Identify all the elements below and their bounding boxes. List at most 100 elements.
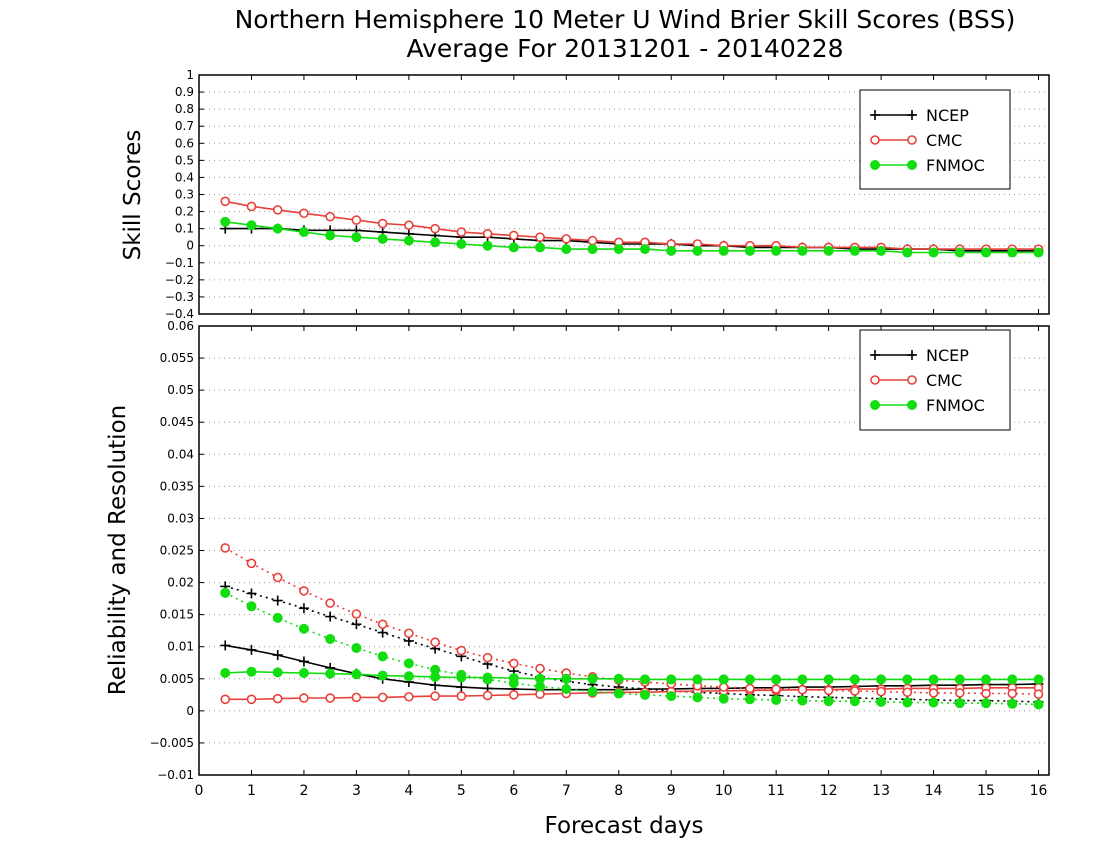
series-cmc-dotted	[220, 543, 1044, 699]
data-point	[849, 696, 860, 707]
data-point	[639, 689, 650, 700]
y-tick-label: 0.8	[175, 102, 194, 116]
data-point	[902, 687, 913, 698]
data-point	[351, 609, 362, 619]
data-point	[272, 650, 283, 661]
data-point	[535, 232, 545, 242]
legend-label: CMC	[926, 131, 962, 150]
data-point	[325, 693, 335, 703]
data-point	[928, 697, 939, 708]
series-line	[225, 644, 1039, 691]
y-tick-label: 0.02	[167, 576, 194, 590]
x-tick-label: 12	[820, 783, 838, 799]
y-tick-label: −0.1	[165, 256, 194, 270]
x-tick-label: 2	[299, 783, 308, 799]
data-point	[823, 696, 834, 707]
data-point	[744, 694, 755, 705]
legend-entry-fnmoc: FNMOC	[870, 156, 985, 175]
data-point	[456, 682, 467, 693]
data-point	[456, 227, 467, 237]
data-point	[823, 245, 834, 256]
legend-entry-ncep: NCEP	[870, 106, 969, 125]
data-point	[849, 674, 860, 685]
data-point	[430, 664, 441, 675]
data-point	[902, 697, 913, 708]
series-line	[225, 670, 1039, 681]
y-tick-label: −0.01	[157, 768, 194, 782]
data-point	[876, 674, 887, 685]
data-point	[797, 674, 808, 685]
data-point	[876, 686, 886, 697]
y-tick-label: −0.4	[165, 307, 194, 321]
data-point	[377, 233, 388, 244]
data-point	[692, 692, 703, 703]
y-tick-label: −0.005	[150, 736, 194, 750]
data-point	[771, 684, 781, 694]
data-point	[377, 218, 388, 229]
data-point	[613, 673, 624, 684]
top-grid	[199, 91, 1049, 298]
data-point	[666, 691, 677, 702]
series-line	[225, 221, 1039, 254]
data-point	[1007, 674, 1018, 685]
data-point	[639, 244, 650, 255]
data-point	[272, 612, 283, 623]
data-point	[298, 623, 309, 634]
data-point	[508, 678, 519, 689]
data-point	[954, 674, 965, 685]
chart-title-line1: Northern Hemisphere 10 Meter U Wind Brie…	[235, 5, 1016, 34]
data-point	[246, 201, 257, 212]
data-point	[377, 651, 388, 662]
data-point	[718, 674, 729, 685]
data-point	[902, 674, 913, 685]
data-point	[823, 674, 834, 685]
data-point	[404, 628, 414, 639]
data-point	[272, 693, 283, 704]
data-point	[456, 691, 467, 701]
legend-marker	[907, 375, 917, 385]
series-fnmoc-dotted	[220, 587, 1044, 710]
x-axis-label: Forecast days	[545, 813, 704, 839]
y-tick-label: 0.005	[160, 672, 194, 686]
data-point	[587, 244, 598, 255]
data-point	[299, 693, 309, 703]
data-point	[508, 242, 519, 253]
y-tick-label: 0.9	[175, 85, 194, 99]
data-point	[404, 220, 414, 231]
x-tick-label: 3	[352, 783, 361, 799]
data-point	[849, 245, 860, 256]
data-point	[482, 690, 493, 701]
data-point	[692, 245, 703, 256]
data-point	[955, 688, 965, 698]
legend-label: NCEP	[926, 106, 969, 125]
data-point	[954, 247, 965, 258]
data-point	[377, 692, 388, 703]
legend-marker	[870, 160, 880, 170]
legend-label: NCEP	[926, 346, 969, 365]
data-point	[771, 674, 782, 685]
data-point	[430, 691, 440, 701]
x-tick-label: 5	[457, 783, 466, 799]
data-point	[246, 666, 257, 677]
data-point	[744, 245, 755, 256]
data-point	[561, 234, 572, 244]
data-point	[1033, 699, 1044, 710]
legend-marker	[907, 160, 917, 170]
top-plot-frame	[198, 74, 1050, 315]
data-point	[561, 244, 572, 255]
data-point	[587, 235, 598, 246]
data-point	[246, 558, 257, 569]
skill-scores-panel: −0.4 −0.3 −0.2 −0.1 0 0.1 0.2 0.3 0.4 0.5 0.6 0.7 0.…	[165, 68, 1050, 321]
data-point	[482, 674, 493, 685]
data-point	[613, 688, 624, 699]
data-point	[220, 694, 231, 705]
legend-entry-fnmoc: FNMOC	[870, 396, 985, 415]
data-point	[456, 645, 467, 656]
data-point	[1033, 689, 1044, 699]
data-point	[692, 674, 703, 685]
x-tick-label: 11	[767, 783, 785, 799]
data-point	[351, 215, 362, 225]
data-point	[1007, 698, 1018, 709]
bottom-y-axis-label: Reliability and Resolution	[105, 405, 131, 695]
